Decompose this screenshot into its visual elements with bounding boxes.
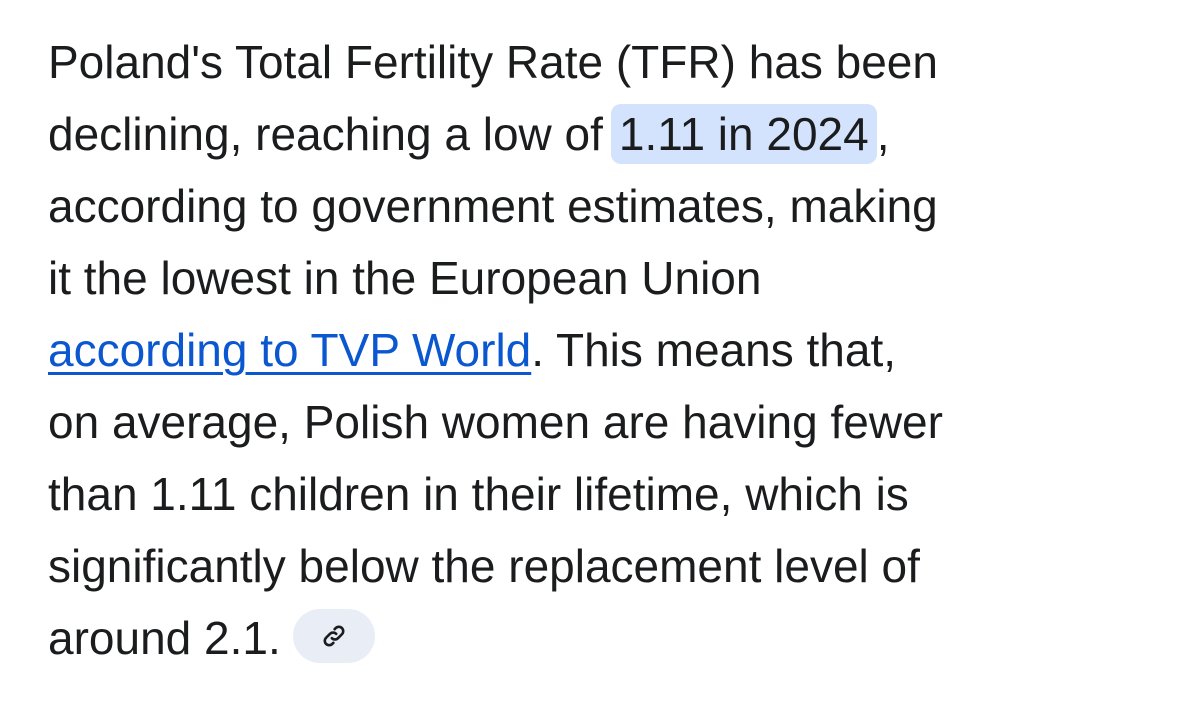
highlight[interactable]: 1.11 in 2024	[610, 104, 877, 164]
text: according to government estimates, makin…	[48, 180, 938, 232]
text: on average, Polish women are having fewe…	[48, 396, 943, 448]
text-line: around 2.1.	[48, 602, 1168, 674]
text-line: significantly below the replacement leve…	[48, 530, 1168, 602]
text-line: it the lowest in the European Union	[48, 242, 1168, 314]
text-line: according to government estimates, makin…	[48, 170, 1168, 242]
answer-paragraph: Poland's Total Fertility Rate (TFR) has …	[48, 26, 1168, 674]
text: than 1.11 children in their lifetime, wh…	[48, 468, 909, 520]
text: significantly below the replacement leve…	[48, 540, 920, 592]
source-link[interactable]: according to TVP World	[48, 324, 532, 376]
text: . This means that,	[531, 324, 897, 376]
text: it the lowest in the European Union	[48, 252, 762, 304]
text: declining, reaching a low of	[48, 108, 603, 160]
text-line: declining, reaching a low of 1.11 in 2024…	[48, 98, 1168, 170]
link-icon	[323, 625, 345, 647]
link-chip[interactable]	[292, 608, 375, 663]
text: ,	[876, 108, 890, 160]
text-line: than 1.11 children in their lifetime, wh…	[48, 458, 1168, 530]
text-line: Poland's Total Fertility Rate (TFR) has …	[48, 26, 1168, 98]
text-line: on average, Polish women are having fewe…	[48, 386, 1168, 458]
text: around 2.1.	[48, 612, 281, 664]
text-line: according to TVP World. This means that,	[48, 314, 1168, 386]
text: Poland's Total Fertility Rate (TFR) has …	[48, 36, 938, 88]
